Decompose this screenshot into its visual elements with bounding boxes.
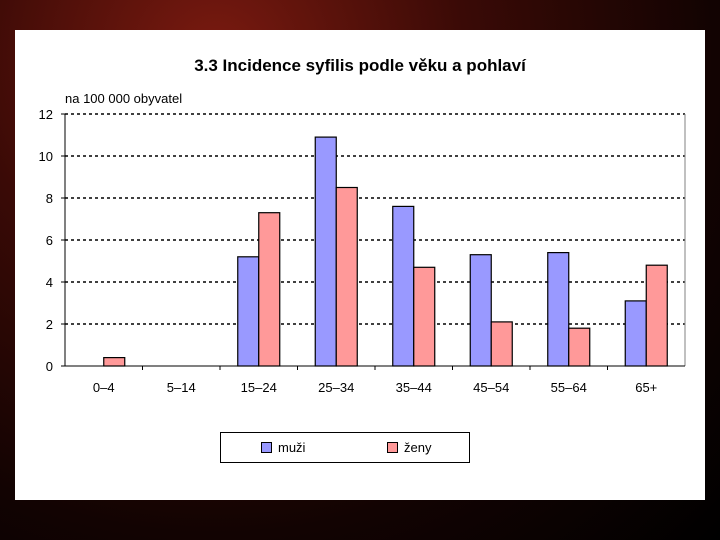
bar-ženy-15–24 [258, 212, 281, 367]
y-tick-label-0: 0 [46, 359, 53, 374]
slide-frame: 3.3 Incidence syfilis podle věku a pohla… [15, 30, 705, 500]
x-tick-label-15–24: 15–24 [241, 380, 277, 395]
y-tick-label-12: 12 [39, 107, 53, 122]
chart-title: 3.3 Incidence syfilis podle věku a pohla… [194, 56, 526, 75]
x-tick-label-5–14: 5–14 [167, 380, 196, 395]
bar-ženy-0–4 [103, 357, 126, 367]
y-tick-label-8: 8 [46, 191, 53, 206]
tick-labels: 0 2 4 6 8 10 12 0–4 5–14 15–24 25–34 35–44 45–54 55–6… [39, 107, 658, 395]
legend-label-zeny: ženy [404, 440, 432, 455]
bar-muži-35–44 [392, 205, 415, 367]
x-tick-label-45–54: 45–54 [473, 380, 509, 395]
x-tick-label-65+: 65+ [635, 380, 657, 395]
legend: muži ženy [220, 432, 470, 463]
y-axis-unit-label: na 100 000 obyvatel [65, 91, 183, 106]
bar-muži-15–24 [237, 256, 260, 367]
legend-item-muzi: muži [261, 440, 305, 455]
x-tick-label-55–64: 55–64 [551, 380, 587, 395]
bar-ženy-45–54 [490, 321, 513, 367]
bar-muži-45–54 [469, 254, 492, 367]
bar-ženy-25–34 [335, 186, 358, 367]
legend-swatch-muzi [261, 442, 272, 453]
bar-chart: 0 2 4 6 8 10 12 0–4 5–14 15–24 25–34 35–44 45–54 55–6… [39, 107, 686, 395]
bar-ženy-35–44 [413, 266, 436, 367]
bar-muži-65+ [624, 300, 647, 367]
axes [61, 113, 686, 370]
bar-muži-55–64 [547, 252, 570, 367]
x-tick-label-25–34: 25–34 [318, 380, 354, 395]
y-tick-label-2: 2 [46, 317, 53, 332]
x-tick-label-0–4: 0–4 [93, 380, 115, 395]
grid-lines [65, 113, 685, 325]
y-tick-label-10: 10 [39, 149, 53, 164]
legend-label-muzi: muži [278, 440, 306, 455]
y-tick-label-4: 4 [46, 275, 53, 290]
x-tick-label-35–44: 35–44 [396, 380, 432, 395]
bar-ženy-55–64 [568, 327, 591, 367]
y-tick-label-6: 6 [46, 233, 53, 248]
legend-swatch-zeny [387, 442, 398, 453]
bar-ženy-65+ [645, 264, 668, 367]
legend-item-zeny: ženy [387, 440, 431, 455]
bars [103, 136, 668, 367]
bar-muži-25–34 [314, 136, 337, 367]
